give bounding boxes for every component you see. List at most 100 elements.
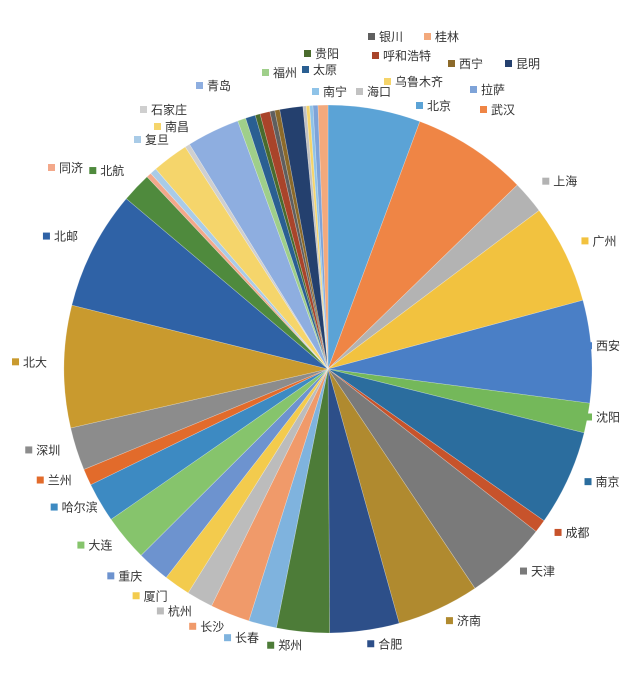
legend-label-24: 同济: [48, 160, 83, 175]
pie-slice-3: [327, 210, 584, 370]
slice-label-16: 重庆: [118, 569, 142, 583]
legend-label-17: 大连: [77, 538, 112, 553]
pie-slice-7: [327, 368, 545, 532]
legend-swatch-22: [42, 232, 50, 240]
legend-label-31: 贵阳: [304, 47, 339, 61]
slice-label-36: 海口: [367, 84, 391, 99]
legend-swatch-37: [384, 78, 391, 85]
pie-slice-32: [259, 111, 329, 370]
pie-slice-26: [155, 146, 329, 370]
pie-slice-29: [237, 117, 329, 370]
slice-label-2: 上海: [553, 174, 577, 189]
legend-swatch-11: [267, 641, 275, 649]
legend-label-15: 厦门: [132, 588, 168, 603]
legend-swatch-1: [480, 106, 487, 113]
slice-label-0: 北京: [427, 99, 451, 113]
pie-slice-17: [110, 368, 329, 556]
legend-swatch-24: [48, 164, 55, 171]
legend-swatch-32: [372, 52, 379, 59]
legend-swatch-36: [356, 88, 363, 95]
pie-slice-31: [254, 113, 329, 370]
legend-label-12: 长春: [224, 631, 259, 645]
slice-label-22: 北邮: [54, 230, 78, 244]
legend-swatch-35: [505, 60, 512, 67]
legend-label-34: 西宁: [448, 56, 483, 71]
slice-label-19: 兰州: [48, 474, 72, 488]
legend-swatch-34: [448, 60, 455, 67]
legend-swatch-3: [581, 237, 589, 245]
legend-label-19: 兰州: [36, 474, 72, 488]
slice-label-24: 同济: [59, 160, 83, 175]
pie-slice-30: [245, 114, 329, 370]
legend-label-1: 武汉: [480, 103, 515, 117]
slice-label-13: 长沙: [200, 620, 224, 634]
legend-label-25: 复旦: [134, 133, 169, 147]
slice-label-39: 拉萨: [481, 82, 505, 97]
pie-slice-13: [211, 368, 329, 622]
pie-slice-8: [327, 368, 537, 589]
slice-label-38: 南宁: [323, 84, 347, 99]
legend-swatch-2: [542, 177, 550, 185]
legend-label-4: 西安: [585, 338, 620, 353]
legend-label-11: 郑州: [267, 638, 302, 653]
pie-slice-37: [305, 105, 329, 370]
slice-label-17: 大连: [88, 538, 112, 553]
slice-label-28: 青岛: [207, 78, 231, 93]
pie-slice-12: [248, 368, 329, 629]
pie-slice-36: [302, 105, 329, 370]
slice-label-3: 广州: [592, 234, 616, 248]
pie-slice-22: [71, 198, 329, 370]
legend-label-13: 长沙: [189, 620, 224, 634]
slice-label-23: 北航: [100, 163, 124, 178]
legend-label-30: 太原: [302, 62, 337, 77]
slice-label-20: 深圳: [36, 443, 60, 457]
legend-swatch-25: [134, 136, 141, 143]
slice-label-18: 哈尔滨: [62, 500, 98, 515]
legend-label-10: 合肥: [367, 636, 402, 651]
legend-swatch-39: [470, 86, 477, 93]
legend-swatch-5: [585, 413, 592, 421]
legend-label-20: 深圳: [25, 443, 60, 457]
legend-swatch-4: [585, 342, 592, 350]
slice-label-30: 太原: [313, 62, 337, 77]
pie-slice-4: [327, 299, 593, 404]
slice-label-12: 长春: [235, 631, 259, 645]
slice-label-31: 贵阳: [315, 47, 339, 61]
pie-slice-6: [327, 368, 585, 522]
slice-label-25: 复旦: [145, 133, 169, 147]
legend-label-7: 成都: [554, 526, 590, 540]
legend-label-39: 拉萨: [470, 82, 505, 97]
legend-swatch-23: [89, 167, 97, 175]
legend-label-35: 昆明: [505, 57, 540, 71]
pie-slice-39: [312, 104, 329, 370]
legend-swatch-7: [554, 528, 562, 536]
legend-label-22: 北邮: [42, 230, 78, 244]
pie-slice-10: [327, 368, 400, 634]
slice-label-5: 沈阳: [596, 409, 620, 424]
pie-slice-1: [327, 121, 518, 370]
legend-swatch-10: [367, 640, 375, 648]
legend-label-26: 南昌: [154, 119, 189, 134]
legend-swatch-27: [140, 106, 147, 113]
pie-slice-40: [317, 104, 329, 370]
pie-slice-23: [125, 176, 329, 370]
pie-slice-24: [146, 172, 329, 370]
slice-label-29: 福州: [273, 65, 297, 80]
legend-swatch-12: [224, 634, 232, 642]
pie-slice-28: [189, 120, 329, 370]
legend-label-5: 沈阳: [585, 409, 620, 424]
slice-label-14: 杭州: [168, 603, 192, 618]
legend-swatch-33: [368, 33, 375, 40]
legend-label-27: 石家庄: [140, 102, 187, 117]
legend-swatch-30: [302, 66, 309, 73]
legend-swatch-16: [107, 572, 115, 580]
pie-slice-38: [309, 105, 329, 370]
legend-label-14: 杭州: [156, 603, 192, 618]
legend-swatch-13: [189, 622, 197, 630]
legend-swatch-15: [132, 592, 140, 600]
pie-slice-14: [187, 368, 329, 607]
slice-label-35: 昆明: [516, 57, 540, 71]
legend-label-29: 福州: [262, 65, 297, 80]
slice-label-26: 南昌: [165, 119, 189, 134]
